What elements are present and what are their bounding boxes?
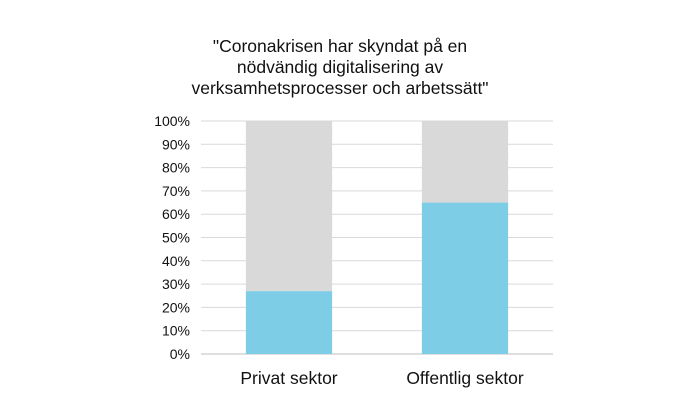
y-tick-label: 20% — [162, 299, 190, 315]
y-tick-label: 0% — [170, 346, 190, 362]
x-category-label: Offentlig sektor — [406, 368, 524, 388]
bar-segment-remainder — [245, 121, 333, 292]
y-tick-label: 30% — [162, 276, 190, 292]
y-tick-label: 80% — [162, 160, 190, 176]
y-tick-label: 60% — [162, 206, 190, 222]
chart-title-line-3: verksamhetsprocesser och arbetssätt" — [191, 78, 489, 98]
y-tick-label: 100% — [154, 113, 190, 129]
y-tick-label: 90% — [162, 136, 190, 152]
y-tick-label: 70% — [162, 183, 190, 199]
x-category-label: Privat sektor — [240, 368, 337, 388]
bar-segment-value — [421, 202, 509, 354]
bar-segment-value — [245, 291, 333, 354]
bar-segment-remainder — [421, 121, 509, 203]
chart-title-line-2: nödvändig digitalisering av — [236, 57, 444, 77]
y-tick-label: 50% — [162, 230, 190, 246]
y-tick-label: 40% — [162, 253, 190, 269]
chart-title: "Coronakrisen har skyndat på en nödvändi… — [0, 36, 680, 99]
y-tick-label: 10% — [162, 323, 190, 339]
chart-title-line-1: "Coronakrisen har skyndat på en — [212, 36, 468, 56]
